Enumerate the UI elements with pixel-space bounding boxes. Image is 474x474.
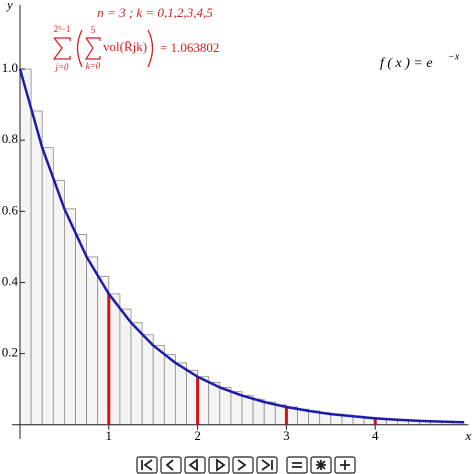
parameters-label: n = 3 ; k = 0,1,2,3,4,5	[97, 5, 213, 20]
plot-area: x y 1 2 3 4 0.2 0.4 0.6 0.8 1.0	[2, 0, 472, 443]
first-button[interactable]	[136, 456, 158, 474]
bar	[230, 391, 243, 426]
button-icons	[141, 458, 350, 472]
bar	[86, 256, 99, 426]
reset-button[interactable]	[286, 456, 308, 474]
x-tick-label: 2	[194, 428, 201, 443]
bar	[108, 293, 121, 426]
x-axis-label: x	[464, 428, 471, 443]
sum-symbol	[52, 37, 71, 60]
bar	[30, 110, 43, 426]
bar	[197, 376, 210, 426]
bar	[52, 179, 65, 426]
bar	[263, 401, 276, 426]
bar	[252, 398, 265, 426]
function-label: f ( x ) = e	[380, 56, 433, 71]
bar	[130, 322, 143, 426]
prev-button[interactable]	[160, 456, 182, 474]
bar	[163, 354, 176, 426]
next-button[interactable]	[232, 456, 254, 474]
sum-term: vol(R̄jk)	[103, 39, 147, 54]
bar	[152, 345, 165, 426]
paren	[147, 29, 154, 68]
bar	[97, 276, 110, 426]
bar	[186, 369, 198, 426]
paren	[76, 29, 83, 68]
bar	[241, 395, 254, 426]
x-tick-label: 1	[106, 428, 113, 443]
sum-lower: j=0	[54, 62, 69, 72]
curve	[18, 68, 465, 424]
last-button[interactable]	[256, 456, 278, 474]
y-tick-label: 0.6	[2, 202, 19, 217]
x-tick-label: 4	[372, 428, 379, 443]
bar	[64, 208, 76, 426]
y-axis-label: y	[5, 0, 13, 12]
step-forward-button[interactable]	[208, 456, 230, 474]
sum-upper: 2³−1	[54, 24, 71, 34]
function-exponent: −x	[448, 51, 460, 62]
step-back-button[interactable]	[184, 456, 206, 474]
bar	[208, 382, 221, 426]
bar	[19, 68, 32, 426]
bar	[119, 308, 132, 426]
sum-result: = 1.063802	[160, 40, 219, 55]
bar	[174, 362, 187, 426]
x-tick-label: 3	[283, 428, 290, 443]
y-tick-label: 0.8	[2, 131, 18, 146]
inner-upper: 5	[91, 25, 96, 35]
bar	[219, 387, 232, 426]
y-tick-label: 0.2	[2, 345, 18, 360]
y-tick-label: 0.4	[2, 273, 19, 288]
bar	[75, 234, 87, 426]
bar	[41, 147, 54, 426]
bar	[141, 334, 154, 426]
y-tick-label: 1.0	[2, 60, 18, 75]
inner-lower: k=0	[86, 61, 101, 71]
controls	[136, 456, 356, 474]
sum-symbol	[84, 37, 101, 60]
